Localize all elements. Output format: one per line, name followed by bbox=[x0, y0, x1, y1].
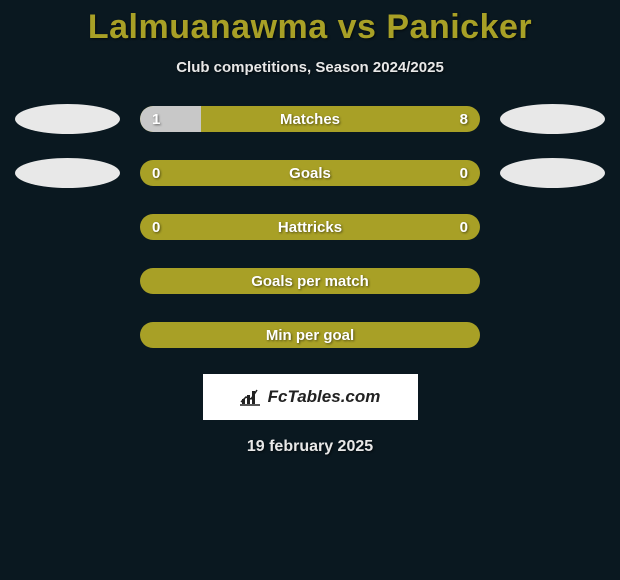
oval-spacer bbox=[15, 320, 120, 350]
page-title: Lalmuanawma vs Panicker bbox=[0, 8, 620, 47]
player-right-oval bbox=[500, 104, 605, 134]
stat-label: Goals bbox=[289, 165, 331, 182]
stats-area: 1 Matches 8 0 Goals 0 0 Hattricks 0 Goals per mat… bbox=[0, 104, 620, 350]
stat-bar: 0 Goals 0 bbox=[140, 160, 480, 186]
stat-label: Hattricks bbox=[278, 219, 342, 236]
stat-row: 0 Hattricks 0 bbox=[0, 212, 620, 242]
stat-bar: 1 Matches 8 bbox=[140, 106, 480, 132]
stat-label: Min per goal bbox=[266, 327, 354, 344]
stat-value-right: 8 bbox=[460, 111, 468, 128]
player-right-oval bbox=[500, 158, 605, 188]
subtitle: Club competitions, Season 2024/2025 bbox=[0, 59, 620, 76]
stat-value-right: 0 bbox=[460, 219, 468, 236]
stat-bar-fill-left bbox=[140, 106, 201, 132]
stat-value-left: 0 bbox=[152, 165, 160, 182]
stat-row: 1 Matches 8 bbox=[0, 104, 620, 134]
stat-bar: Goals per match bbox=[140, 268, 480, 294]
stat-row: Goals per match bbox=[0, 266, 620, 296]
player-left-oval bbox=[15, 158, 120, 188]
stat-label: Matches bbox=[280, 111, 340, 128]
stat-value-right: 0 bbox=[460, 165, 468, 182]
stat-bar: Min per goal bbox=[140, 322, 480, 348]
stat-label: Goals per match bbox=[251, 273, 369, 290]
stat-row: Min per goal bbox=[0, 320, 620, 350]
oval-spacer bbox=[15, 212, 120, 242]
stat-value-left: 1 bbox=[152, 111, 160, 128]
brand-badge[interactable]: FcTables.com bbox=[203, 374, 418, 420]
oval-spacer bbox=[500, 266, 605, 296]
date: 19 february 2025 bbox=[0, 438, 620, 456]
stat-row: 0 Goals 0 bbox=[0, 158, 620, 188]
oval-spacer bbox=[500, 320, 605, 350]
oval-spacer bbox=[15, 266, 120, 296]
player-left-oval bbox=[15, 104, 120, 134]
stats-widget: Lalmuanawma vs Panicker Club competition… bbox=[0, 0, 620, 456]
stat-value-left: 0 bbox=[152, 219, 160, 236]
brand-text: FcTables.com bbox=[268, 387, 381, 407]
bar-chart-icon bbox=[240, 388, 262, 406]
oval-spacer bbox=[500, 212, 605, 242]
stat-bar: 0 Hattricks 0 bbox=[140, 214, 480, 240]
